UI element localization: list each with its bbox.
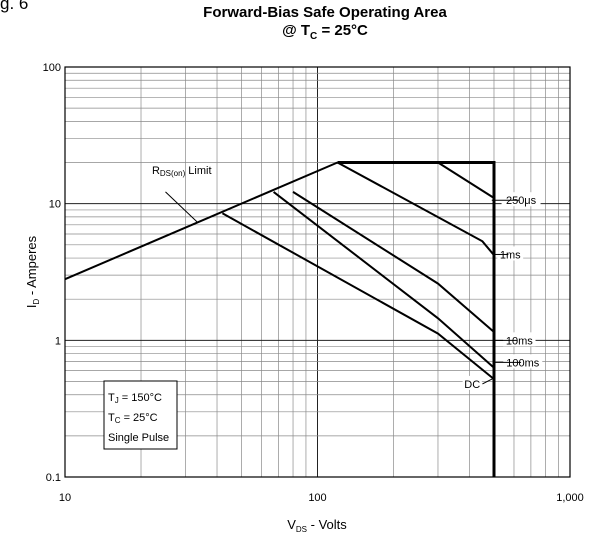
conditions-line-2: TC = 25°C xyxy=(108,412,158,425)
curve-layer xyxy=(64,161,496,477)
rdson-limit-line xyxy=(64,161,338,281)
rdson-limit-pointer xyxy=(165,191,198,223)
tick-layer: 10 100 1,000 0.1 1 10 100 xyxy=(43,62,584,504)
series-label: DC xyxy=(464,379,480,391)
series-line-250s xyxy=(437,161,495,199)
x-tick-label: 10 xyxy=(59,492,71,504)
subtitle-sub: C xyxy=(310,31,318,42)
soa-boundary-line xyxy=(337,161,496,477)
series-label: 10ms xyxy=(506,335,533,347)
series-label: 1ms xyxy=(500,249,521,261)
conditions-line-3: Single Pulse xyxy=(108,432,169,444)
series-label: 100ms xyxy=(506,357,540,369)
y-tick-label: 0.1 xyxy=(46,472,61,484)
y-axis-title: ID - Amperes xyxy=(24,235,41,308)
plot-frame xyxy=(64,66,571,478)
series-line-100ms xyxy=(272,191,495,369)
series-line-10ms xyxy=(292,191,495,333)
x-tick-label: 1,000 xyxy=(556,492,584,504)
x-tick-label: 100 xyxy=(308,492,326,504)
figure-label: g. 6 xyxy=(0,0,29,13)
series-line-1ms xyxy=(337,161,495,256)
label-layer: 250μs 1ms 10ms 100ms DC xyxy=(462,192,543,391)
chart-title: Forward-Bias Safe Operating Area xyxy=(203,4,447,21)
subtitle-prefix: @ T xyxy=(282,22,311,39)
series-line-dc xyxy=(221,212,495,380)
y-tick-label: 100 xyxy=(43,62,61,74)
subtitle-suffix: = 25°C xyxy=(317,22,368,39)
series-label: 250μs xyxy=(506,195,537,207)
y-tick-label: 10 xyxy=(49,199,61,211)
series-label-bg xyxy=(501,192,541,207)
y-tick-label: 1 xyxy=(55,335,61,347)
series-label-bg xyxy=(503,332,536,347)
series-label-leader xyxy=(482,377,495,385)
series-label-bg xyxy=(462,375,482,390)
conditions-box: TJ = 150°C TC = 25°C Single Pulse xyxy=(103,380,178,450)
series-label-bg xyxy=(503,354,543,369)
conditions-line-1: TJ = 150°C xyxy=(108,392,162,405)
series-label-bg xyxy=(497,246,524,261)
chart-subtitle: @ TC = 25°C xyxy=(60,22,590,46)
rdson-limit-label: RDS(on) Limit xyxy=(152,165,212,178)
x-axis-title: VDS - Volts xyxy=(287,517,347,534)
conditions-box-frame xyxy=(103,380,178,450)
